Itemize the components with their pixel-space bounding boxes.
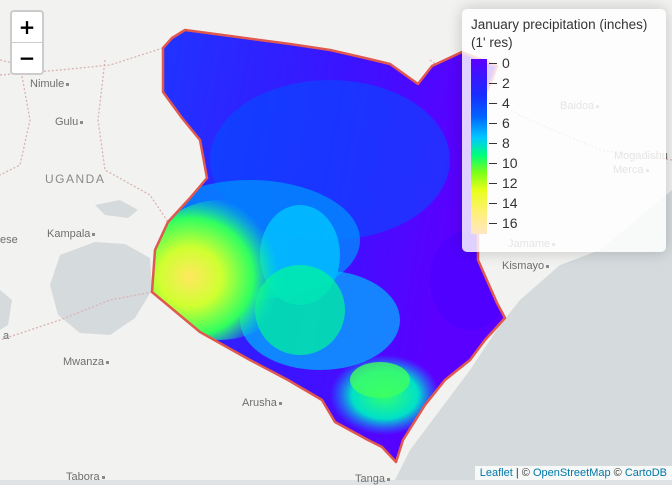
zoom-in-button[interactable]: +	[12, 12, 42, 43]
place-label: Kismayo	[502, 260, 550, 272]
indian-ocean	[395, 190, 672, 480]
legend-tick-label: 6	[502, 115, 510, 131]
legend-title: January precipitation (inches) (1' res)	[471, 16, 647, 52]
place-label: ese	[0, 234, 18, 246]
legend-tick	[489, 223, 497, 224]
attribution: Leaflet | © OpenStreetMap © CartoDB	[474, 466, 672, 480]
osm-link[interactable]: OpenStreetMap	[532, 467, 611, 479]
country-label: UGANDA	[45, 172, 106, 186]
legend-title-line1: January precipitation (inches)	[471, 17, 648, 32]
zoom-control: + −	[10, 10, 44, 75]
lake-albert	[0, 290, 12, 330]
legend-tick	[489, 203, 497, 204]
zoom-out-button[interactable]: −	[18, 46, 36, 70]
place-label: a	[3, 330, 10, 342]
place-label: Tabora	[66, 471, 105, 483]
attribution-sep: | ©	[512, 467, 533, 479]
place-label: Gulu	[55, 116, 84, 128]
legend-tick-label: 12	[502, 175, 518, 191]
place-label: Tanga	[355, 473, 390, 485]
legend-tick-label: 0	[502, 55, 510, 71]
legend-title-line2: (1' res)	[471, 35, 513, 50]
place-label: Nimule	[30, 78, 70, 90]
legend-tick-label: 4	[502, 95, 510, 111]
place-label: Arusha	[242, 397, 282, 409]
leaflet-link[interactable]: Leaflet	[479, 467, 513, 479]
place-label: Kampala	[47, 228, 96, 240]
attribution-sep: ©	[610, 467, 625, 479]
legend-tick	[489, 183, 497, 184]
kenya-border	[150, 28, 507, 464]
legend-tick	[489, 103, 497, 104]
legend-color-bar	[471, 59, 487, 234]
place-label: Mwanza	[63, 356, 109, 368]
legend-tick	[489, 123, 497, 124]
legend-tick-label: 14	[502, 195, 518, 211]
legend-tick	[489, 83, 497, 84]
legend-tick	[489, 63, 497, 64]
legend-tick-label: 8	[502, 135, 510, 151]
legend-tick	[489, 163, 497, 164]
lake-victoria	[50, 242, 152, 335]
carto-link[interactable]: CartoDB	[624, 467, 667, 479]
legend-tick	[489, 143, 497, 144]
legend-tick-label: 10	[502, 155, 518, 171]
legend-tick-label: 2	[502, 75, 510, 91]
lake-kyoga	[95, 200, 138, 218]
legend: January precipitation (inches) (1' res) …	[462, 9, 666, 252]
legend-tick-label: 16	[502, 215, 518, 231]
